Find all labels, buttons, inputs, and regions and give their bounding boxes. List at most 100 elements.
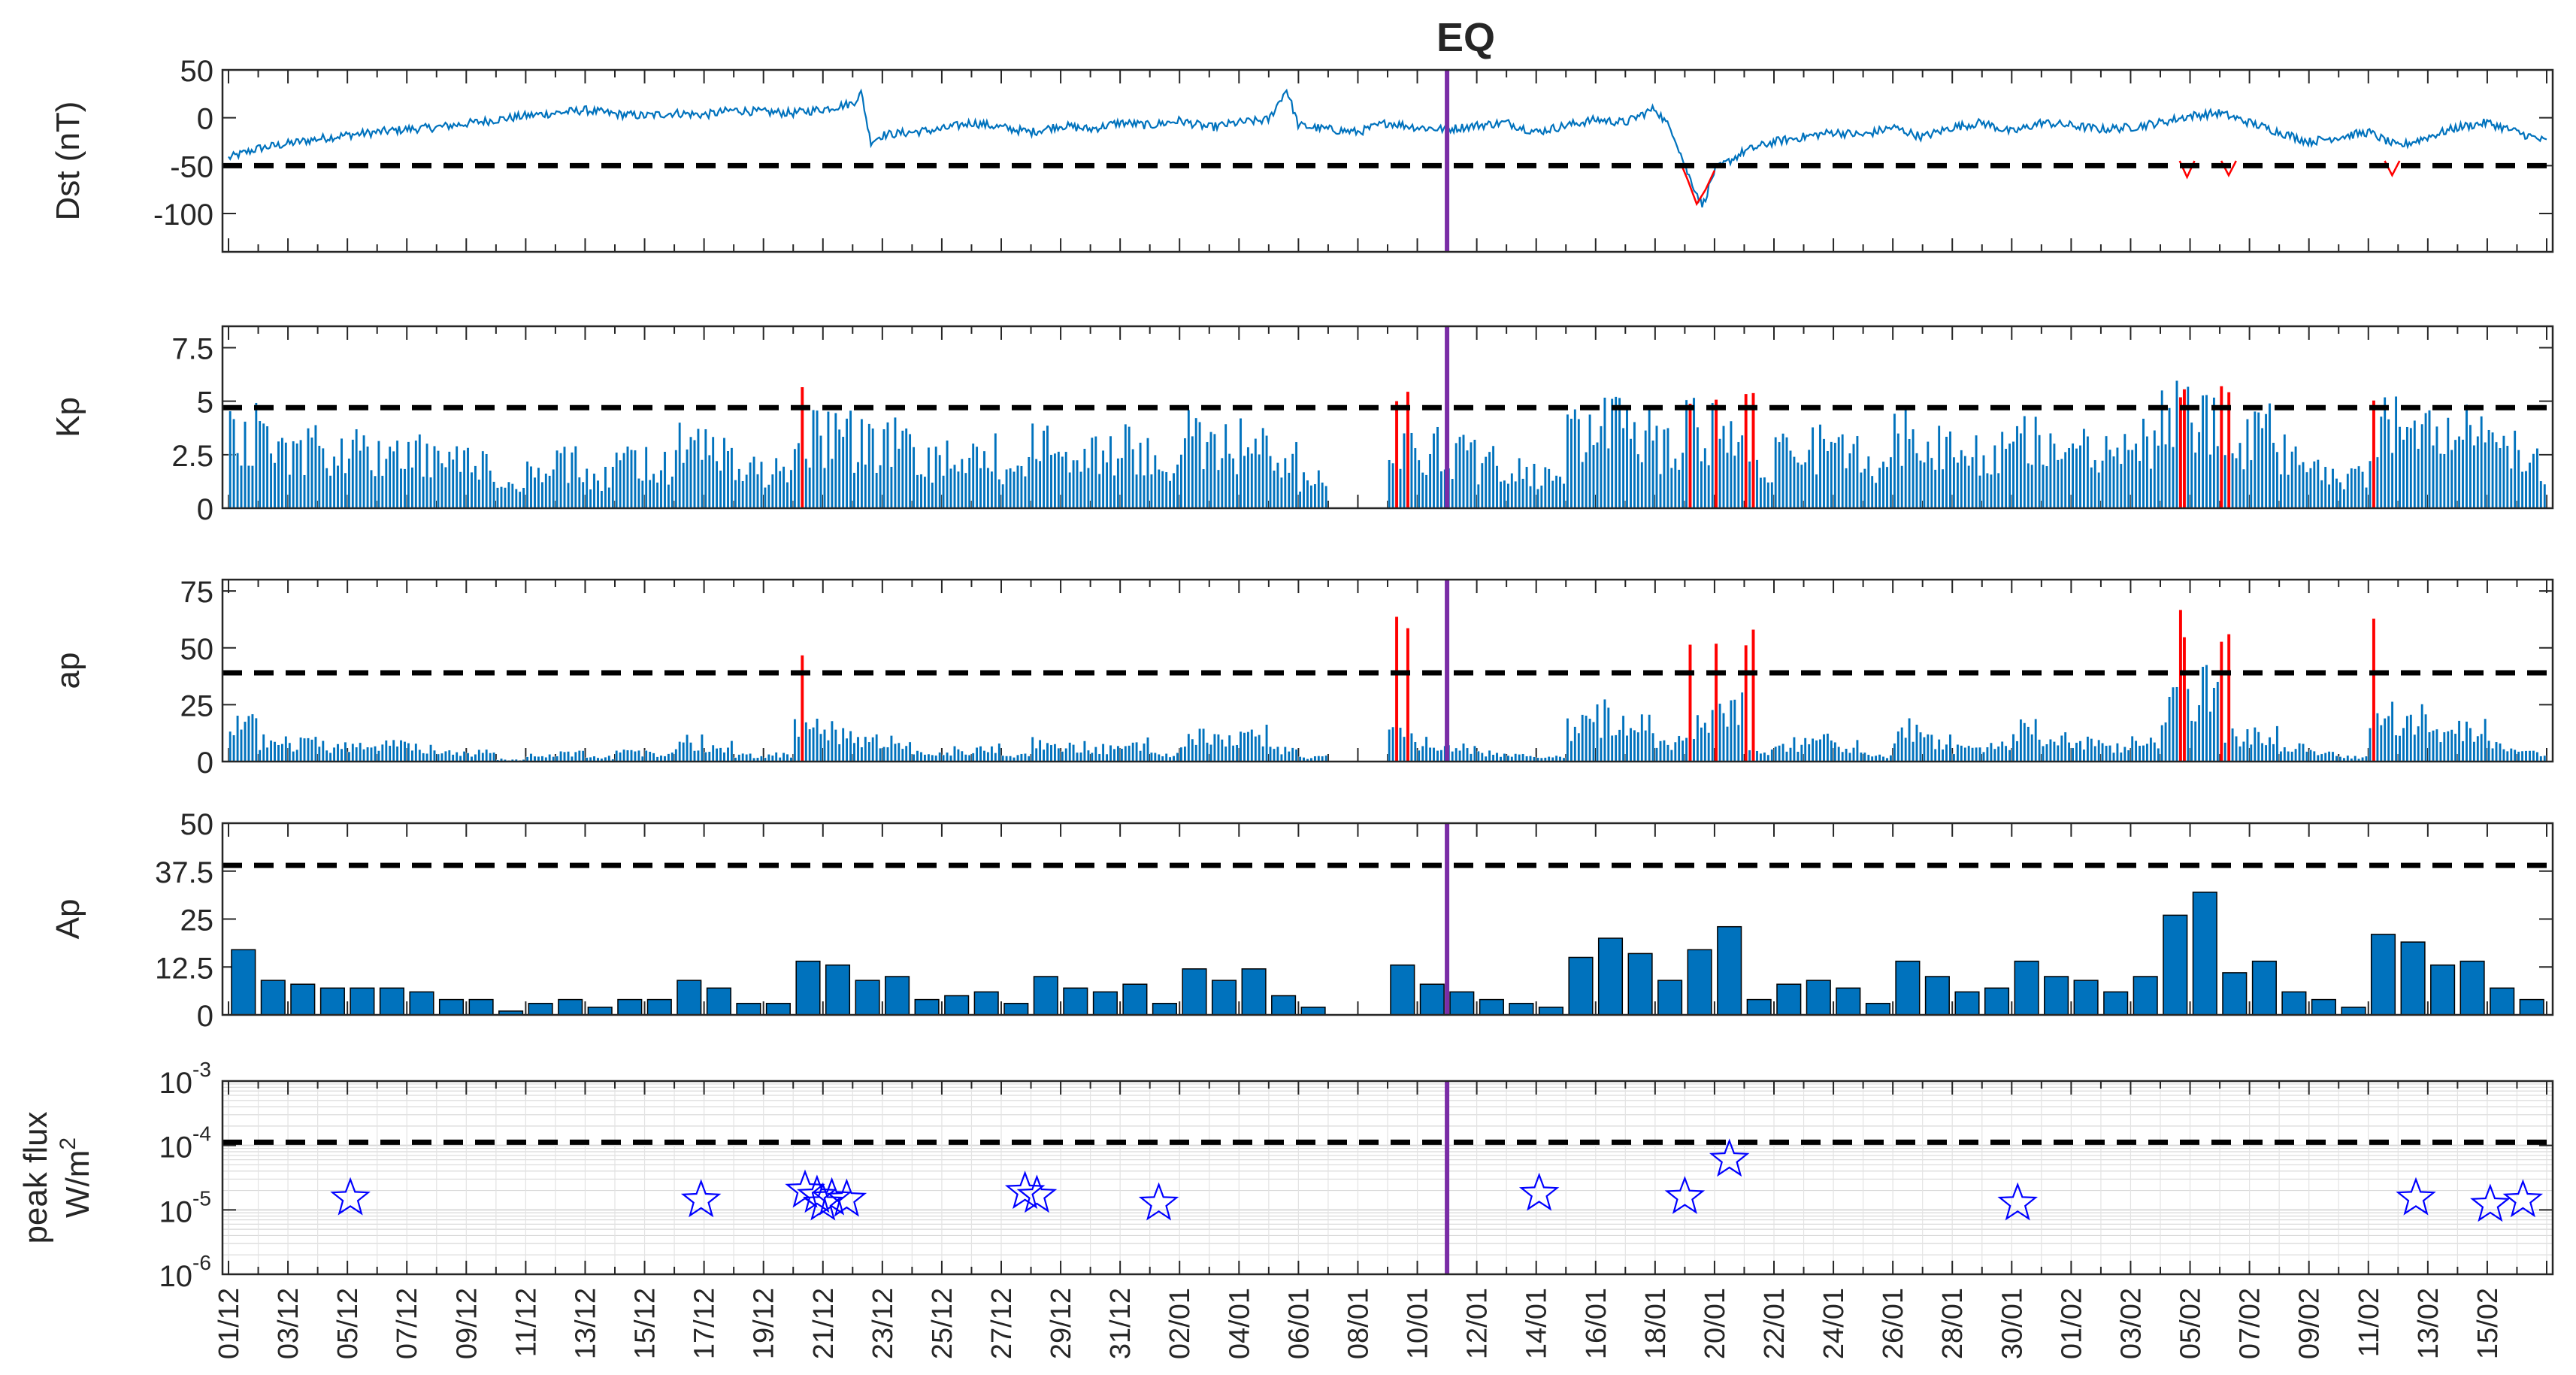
kp-bar	[2428, 410, 2431, 509]
kp-bar	[2372, 400, 2375, 509]
kp-bar	[2186, 386, 2190, 509]
ap-bar	[2071, 747, 2075, 762]
kp-bar	[871, 428, 875, 509]
kp-bar	[600, 490, 604, 509]
Ap-bar	[706, 987, 731, 1016]
kp-bar	[1655, 425, 1658, 509]
kp-bar	[585, 468, 589, 509]
ap-bar	[1143, 743, 1146, 762]
kp-bar	[904, 428, 908, 509]
ap-bar	[1919, 731, 1922, 762]
ap-bar	[2532, 750, 2535, 762]
ap-bar	[700, 734, 704, 762]
kp-bar	[2242, 468, 2245, 509]
ap-bar	[1518, 754, 1521, 762]
kp-bar	[2030, 464, 2034, 509]
kp-bar	[860, 419, 864, 509]
kp-bar	[1807, 449, 1811, 509]
ap-bar	[451, 754, 455, 762]
ap-bar	[1049, 744, 1053, 762]
kp-bar	[1112, 474, 1116, 509]
flux-star-marker	[1004, 1171, 1046, 1210]
kp-bar	[1785, 437, 1788, 509]
ap-bar	[942, 754, 946, 762]
kp-bar	[1079, 471, 1082, 509]
ap-bar	[1480, 753, 1484, 762]
x-tick-label: 28/01	[1937, 1288, 1969, 1359]
ap-bar	[1269, 746, 1272, 762]
kp-bar	[399, 468, 403, 509]
ap-bar	[1424, 736, 1428, 762]
Ap-bar	[1895, 960, 1921, 1016]
kp-bar	[1317, 470, 1321, 509]
kp-bar	[823, 468, 826, 509]
ap-bar	[374, 746, 377, 762]
kp-bar	[1930, 457, 1933, 509]
ap-bar	[2027, 726, 2030, 762]
kp-bar	[525, 461, 529, 509]
kp-bar	[1866, 456, 1870, 509]
ap-bar	[2465, 721, 2469, 762]
kp-bar	[533, 477, 537, 509]
kp-bar	[1153, 454, 1157, 509]
ap-bar	[879, 747, 882, 762]
ap-bar	[1276, 746, 1279, 762]
kp-bar	[1926, 441, 1930, 509]
ap-bar	[901, 748, 904, 762]
kp-bar	[2067, 447, 2071, 509]
kp-bar	[258, 420, 262, 509]
ap-bar	[1614, 734, 1618, 762]
Ap-bar	[350, 987, 375, 1016]
kp-bar	[1900, 465, 1904, 509]
ap-bar	[1495, 752, 1499, 762]
kp-bar	[380, 475, 384, 509]
ap-bar	[2279, 751, 2283, 762]
ap-bar	[1436, 750, 1439, 762]
kp-bar	[2484, 441, 2487, 509]
kp-bar	[1001, 483, 1005, 509]
kp-bar	[2112, 456, 2115, 509]
kp-bar	[994, 432, 997, 509]
kp-bar	[2287, 474, 2290, 509]
ap-bar	[299, 737, 303, 762]
ap-bar	[1766, 754, 1770, 762]
kp-bar	[2178, 397, 2182, 509]
kp-bar	[1585, 452, 1588, 509]
ap-bar	[2435, 728, 2438, 762]
ap-bar	[377, 750, 380, 762]
ap-bar	[2186, 688, 2190, 762]
ap-bar	[418, 749, 422, 762]
ap-bar	[2004, 745, 2008, 762]
Ap-bar	[1033, 976, 1058, 1016]
Ap-bar	[1776, 983, 1802, 1016]
kp-bar	[852, 472, 856, 509]
ap-bar	[1655, 747, 1658, 762]
kp-bar	[359, 450, 362, 509]
Ap-bar	[2490, 987, 2515, 1016]
ap-bar	[1610, 734, 1614, 762]
axes-box	[221, 325, 2554, 510]
ap-bar	[1224, 746, 1227, 762]
ap-bar	[707, 751, 711, 762]
kp-bar	[2090, 467, 2093, 509]
ap-bar	[2424, 713, 2428, 762]
ap-bar	[633, 751, 637, 762]
kp-bar	[2264, 413, 2268, 509]
kp-bar	[830, 458, 834, 509]
kp-bar	[1187, 409, 1191, 509]
kp-bar	[1815, 474, 1818, 509]
ap-bar	[1774, 746, 1778, 762]
ap-bar	[2320, 753, 2323, 762]
kp-bar	[2495, 441, 2498, 509]
kp-bar	[1993, 444, 1996, 509]
kp-bar	[250, 465, 254, 509]
kp-bar	[1539, 485, 1543, 509]
kp-bar	[1908, 438, 1912, 509]
kp-bar	[414, 440, 418, 509]
dst-series-line	[228, 88, 2547, 207]
ap-bar	[1763, 752, 1766, 762]
Ap-bar	[1924, 976, 1950, 1016]
Ap-bar	[1390, 964, 1415, 1016]
ap-bar	[1097, 753, 1101, 762]
ap-bar	[477, 749, 481, 762]
